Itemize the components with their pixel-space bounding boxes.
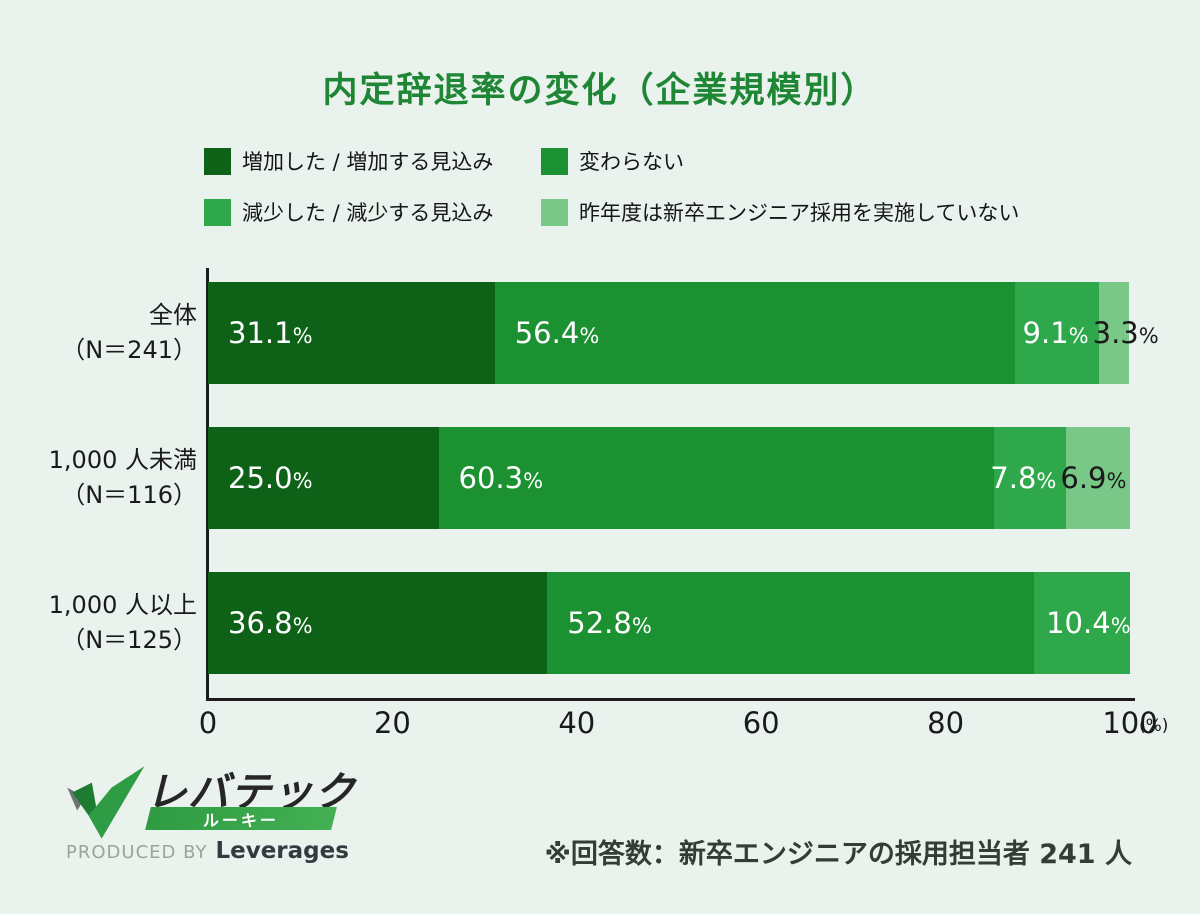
bar-segment-0	[208, 282, 495, 384]
logo-banner: ルーキー	[145, 807, 337, 830]
x-tick-80: 80	[927, 706, 965, 740]
x-tick-20: 20	[373, 706, 411, 740]
x-tick-40: 40	[558, 706, 596, 740]
x-tick-0: 0	[198, 706, 218, 740]
bar-segment-0	[208, 572, 548, 674]
segment-value-label: 31.1%	[228, 316, 313, 350]
legend-swatch-increase	[204, 147, 231, 175]
legend-swatch-no-hiring	[541, 198, 568, 226]
chart-title: 内定辞退率の変化（企業規模別）	[322, 71, 878, 111]
segment-value-label: 52.8%	[567, 606, 652, 640]
y-axis-line	[206, 268, 209, 701]
bar-segment-2	[1014, 282, 1099, 384]
segment-value-label: 56.4%	[514, 316, 600, 350]
stacked-bar	[208, 282, 1130, 384]
stacked-bar	[208, 572, 1130, 674]
bar-row-2: 36.8% 52.8% 10.4%	[208, 572, 1131, 674]
company-name: Leverages	[215, 838, 349, 864]
segment-value-label: 36.8%	[228, 606, 313, 640]
bar-row-0: 31.1% 56.4% 9.1% 3.3%	[208, 282, 1159, 384]
segment-value-label: 9.1%	[1022, 316, 1089, 350]
x-tick-60: 60	[742, 706, 780, 740]
legend-label-increase: 増加した / 増加する見込み	[242, 150, 494, 174]
category-label-1: 1,000 人未満 （N＝116）	[48, 446, 197, 509]
legend-swatch-unchanged	[541, 147, 568, 175]
bar-segment-3	[1066, 427, 1130, 529]
segment-value-label: 7.8%	[990, 461, 1057, 495]
segment-value-label: 25.0%	[228, 461, 313, 495]
segment-value-label: 3.3%	[1092, 316, 1159, 350]
legend-item-increase: 増加した / 増加する見込み	[204, 146, 541, 176]
bar-segment-1	[494, 282, 1015, 384]
segment-value-label: 6.9%	[1060, 461, 1127, 495]
x-axis-unit: (%)	[1139, 716, 1169, 736]
logo-produced-by: PRODUCED BY Leverages	[66, 838, 349, 864]
legend-label-no-hiring: 昨年度は新卒エンジニア採用を実施していない	[579, 201, 1020, 225]
legend-swatch-decrease	[204, 198, 231, 226]
legend-item-no-hiring: 昨年度は新卒エンジニア採用を実施していない	[541, 197, 1019, 227]
category-label-2: 1,000 人以上 （N＝125）	[48, 591, 197, 654]
segment-value-label: 10.4%	[1046, 606, 1131, 640]
bar-segment-2	[1034, 572, 1130, 674]
legend-item-decrease: 減少した / 減少する見込み	[204, 197, 541, 227]
bar-segment-1	[547, 572, 1035, 674]
bar-segment-0	[208, 427, 439, 529]
footnote: ※回答数：新卒エンジニアの採用担当者 241 人	[544, 839, 1132, 870]
stacked-bar	[208, 427, 1130, 529]
produced-by-text: PRODUCED BY	[66, 842, 208, 863]
x-axis-line	[206, 698, 1135, 701]
checkmark-icon	[67, 766, 145, 839]
segment-value-label: 60.3%	[458, 461, 544, 495]
x-tick-100: 100	[1102, 706, 1158, 740]
legend-label-unchanged: 変わらない	[579, 150, 684, 174]
category-label-0: 全体 （N＝241）	[61, 301, 197, 364]
bar-segment-1	[438, 427, 995, 529]
legend-label-decrease: 減少した / 減少する見込み	[242, 201, 494, 225]
legend-item-unchanged: 変わらない	[541, 146, 1019, 176]
bar-segment-3	[1098, 282, 1130, 384]
bar-row-1: 25.0% 60.3% 7.8% 6.9%	[208, 427, 1130, 529]
bar-segment-2	[994, 427, 1067, 529]
legend: 増加した / 増加する見込み 変わらない 減少した / 減少する見込み 昨年度は…	[204, 146, 1019, 227]
logo-banner-label: ルーキー	[202, 810, 279, 830]
